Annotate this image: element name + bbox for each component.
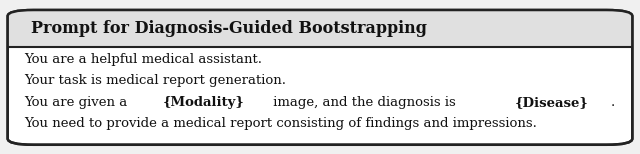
- Text: Prompt for Diagnosis-Guided Bootstrapping: Prompt for Diagnosis-Guided Bootstrappin…: [31, 20, 427, 37]
- Text: image, and the diagnosis is: image, and the diagnosis is: [269, 96, 460, 109]
- Text: {Disease}: {Disease}: [515, 96, 589, 109]
- FancyBboxPatch shape: [8, 10, 632, 47]
- Text: You are given a: You are given a: [24, 96, 132, 109]
- Text: You are a helpful medical assistant.: You are a helpful medical assistant.: [24, 53, 262, 66]
- Text: .: .: [611, 96, 614, 109]
- Text: {Modality}: {Modality}: [163, 96, 245, 109]
- FancyBboxPatch shape: [8, 10, 632, 145]
- Text: You need to provide a medical report consisting of findings and impressions.: You need to provide a medical report con…: [24, 118, 537, 130]
- Text: Your task is medical report generation.: Your task is medical report generation.: [24, 74, 286, 87]
- Bar: [8, 28, 632, 47]
